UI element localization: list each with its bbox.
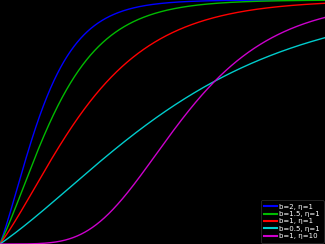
Legend: b=2, η=1, b=1.5, η=1, b=1, η=1, b=0.5, η=1, b=1, η=10: b=2, η=1, b=1.5, η=1, b=1, η=1, b=0.5, η… <box>261 200 324 243</box>
